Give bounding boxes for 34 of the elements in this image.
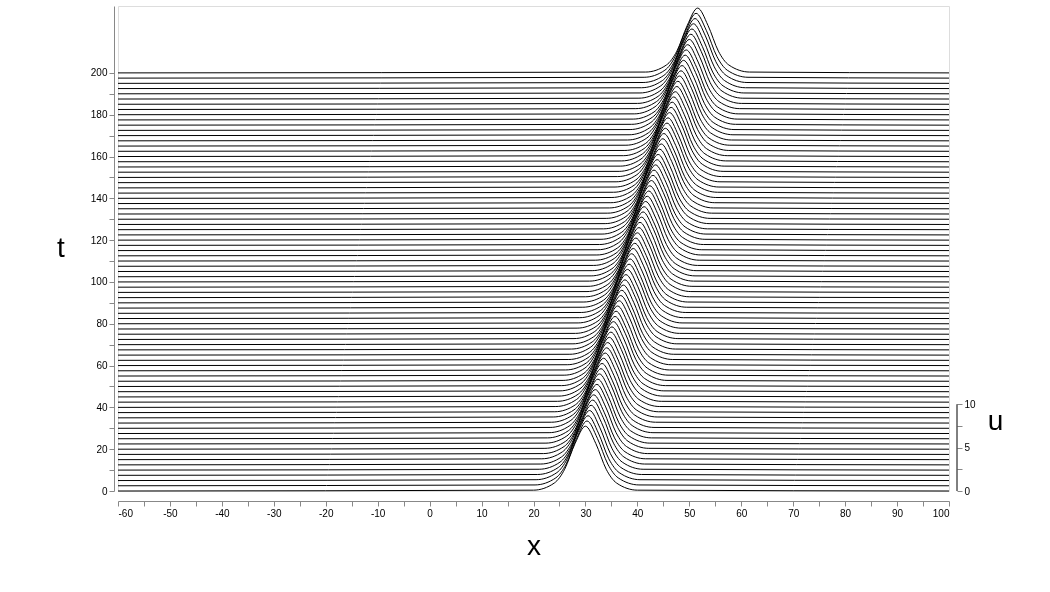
y-tick-label: 40 bbox=[96, 401, 108, 413]
y2-tick-label: 10 bbox=[964, 398, 977, 410]
x-tick-label: -50 bbox=[163, 507, 179, 519]
x-tick-label: 50 bbox=[684, 507, 696, 519]
y-tick-label: 160 bbox=[90, 151, 108, 163]
x-tick-label: 40 bbox=[632, 507, 644, 519]
x-tick-label: -10 bbox=[370, 507, 386, 519]
x-tick-label: -30 bbox=[267, 507, 282, 519]
y-tick-label: 140 bbox=[90, 192, 108, 204]
x-tick-label: 10 bbox=[476, 507, 489, 519]
x-tick-label: 0 bbox=[427, 507, 434, 519]
x-tick-label: 100 bbox=[932, 507, 950, 519]
y2-tick-label: 5 bbox=[964, 442, 971, 454]
x-axis-title: x bbox=[527, 529, 541, 561]
x-tick-label: 30 bbox=[580, 507, 592, 519]
x-tick-label: -40 bbox=[215, 507, 231, 519]
x-tick-label: 60 bbox=[736, 507, 748, 519]
y-tick-label: 200 bbox=[90, 67, 108, 79]
x-tick-label: -20 bbox=[319, 507, 334, 519]
y-axis-title: t bbox=[56, 232, 65, 263]
x-tick-label: -60 bbox=[118, 507, 134, 519]
y2-tick-label: 0 bbox=[964, 485, 971, 497]
y-tick-label: 100 bbox=[90, 276, 108, 288]
y-tick-label: 120 bbox=[90, 234, 108, 246]
y-tick-label: 180 bbox=[90, 109, 108, 121]
y-tick-label: 80 bbox=[96, 318, 108, 330]
x-tick-label: 20 bbox=[528, 507, 540, 519]
y-tick-label: 60 bbox=[96, 360, 108, 372]
y-tick-label: 0 bbox=[101, 485, 108, 497]
x-tick-label: 70 bbox=[788, 507, 800, 519]
y-tick-label: 20 bbox=[96, 443, 108, 455]
x-tick-label: 80 bbox=[840, 507, 852, 519]
x-tick-label: 90 bbox=[892, 507, 904, 519]
y2-axis-title: u bbox=[987, 405, 1004, 437]
